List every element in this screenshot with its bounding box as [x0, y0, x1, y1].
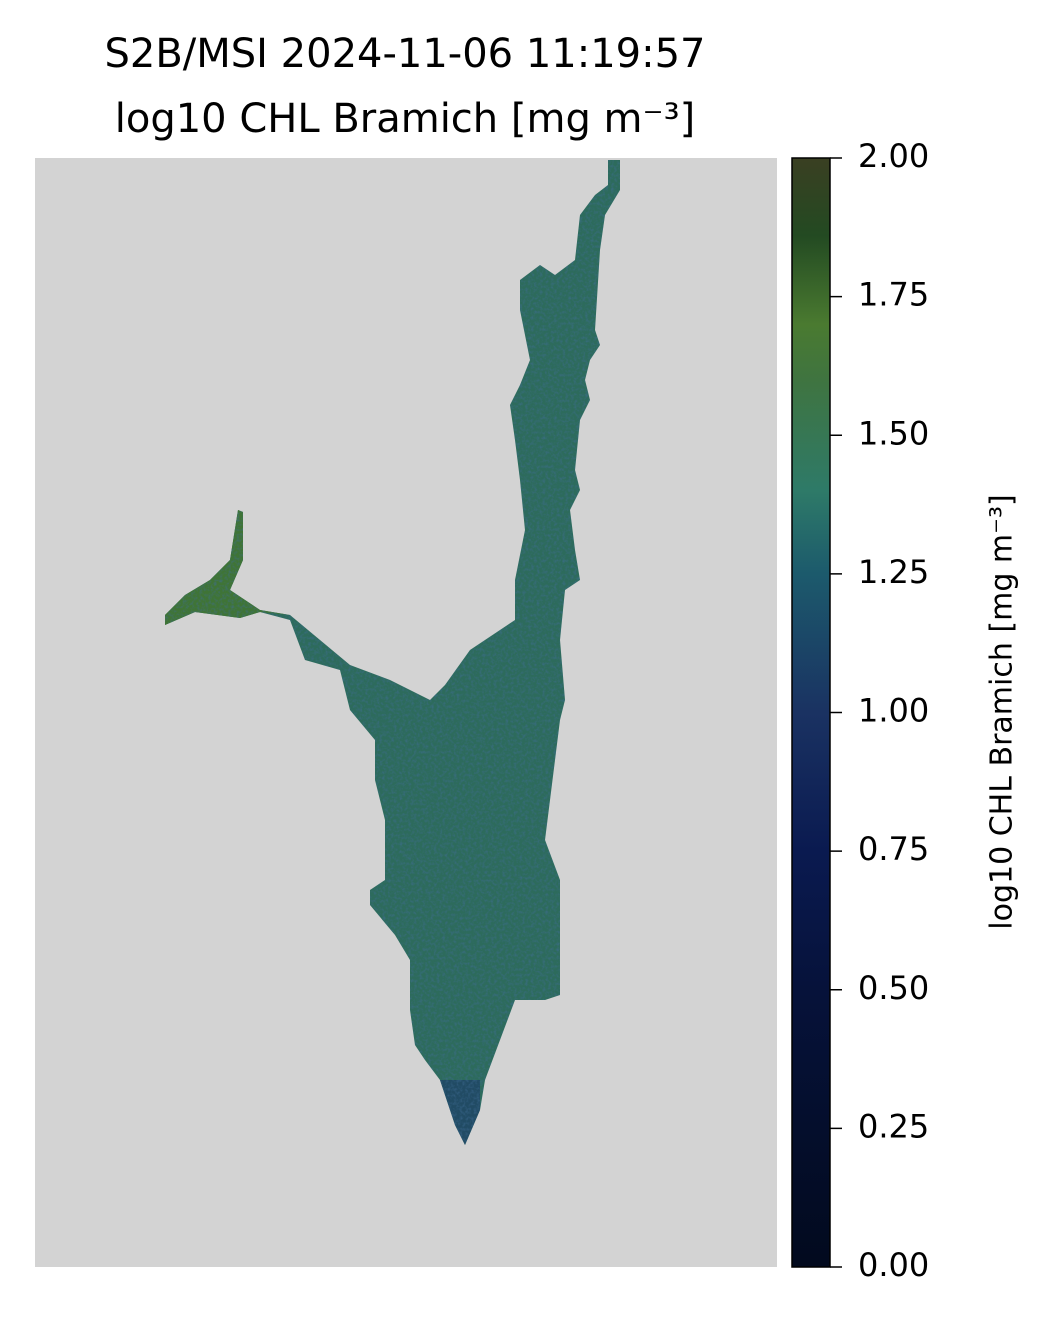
colorbar-tick-label: 1.00 — [858, 692, 929, 730]
colorbar-tick-label: 1.25 — [858, 553, 929, 591]
lake — [165, 160, 620, 1145]
colorbar — [791, 157, 831, 1268]
colorbar-tick-label: 0.50 — [858, 969, 929, 1007]
title-line: S2B/MSI 2024-11-06 11:19:57 — [105, 31, 706, 77]
colorbar-tick-label: 0.25 — [858, 1107, 929, 1145]
colorbar-label: log10 CHL Bramich [mg m⁻³] — [985, 494, 1020, 929]
colorbar-tick-label: 1.50 — [858, 414, 929, 452]
colorbar-tick-label: 0.75 — [858, 830, 929, 868]
colorbar-tick-label: 1.75 — [858, 276, 929, 314]
colorbar-tick-label: 0.00 — [858, 1246, 929, 1284]
title-line: log10 CHL Bramich [mg m⁻³] — [115, 96, 696, 142]
colorbar-tick-label: 2.00 — [858, 137, 929, 175]
